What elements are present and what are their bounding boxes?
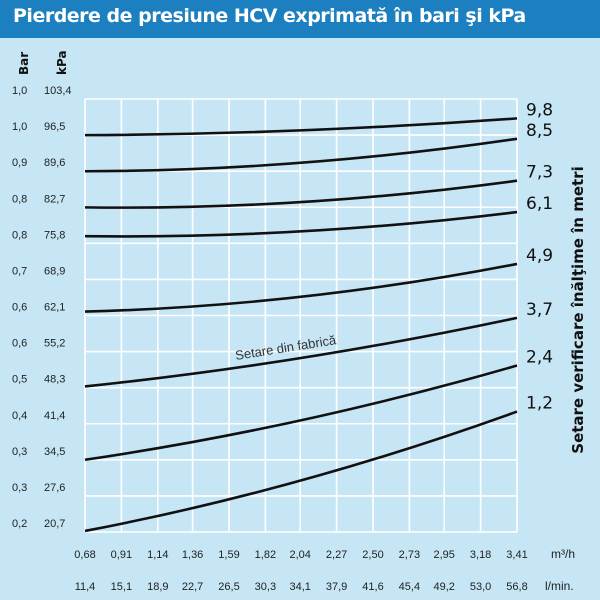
- x-tick-lmin: 53,0: [470, 581, 491, 593]
- y-tick-bar: 0,5: [12, 374, 27, 386]
- curve-label: 4,9: [526, 246, 553, 266]
- curve-label: 6,1: [526, 194, 553, 214]
- curve-7-3: [84, 179, 518, 209]
- right-axis-title: Setare verificare înălţime în metri: [569, 166, 587, 453]
- curve-6-1: [84, 210, 518, 238]
- curve-label: 9,8: [526, 100, 553, 120]
- x-tick-m3h: 2,73: [399, 549, 420, 561]
- y-tick-kpa: 55,2: [44, 338, 65, 350]
- x-tick-m3h: 2,27: [326, 549, 347, 561]
- y-tick-kpa: 27,6: [44, 482, 65, 494]
- curves: [84, 117, 518, 533]
- y-tick-bar: 0,6: [12, 338, 27, 350]
- x-unit-top: m³/h: [551, 547, 575, 561]
- curve-label: 3,7: [526, 300, 553, 320]
- y-unit-kpa: kPa: [55, 50, 69, 75]
- y-tick-bar: 0,8: [12, 229, 27, 241]
- x-tick-m3h: 1,14: [147, 549, 168, 561]
- y-tick-bar: 0,3: [12, 482, 27, 494]
- x-unit-bottom: l/min.: [545, 579, 574, 593]
- curve-9-8: [84, 117, 518, 137]
- x-tick-lmin: 15,1: [111, 581, 132, 593]
- x-tick-m3h: 1,82: [255, 549, 276, 561]
- y-tick-bar: 1,0: [12, 121, 27, 133]
- x-tick-lmin: 34,1: [289, 581, 310, 593]
- x-tick-m3h: 3,18: [470, 549, 491, 561]
- curve-3-7: [84, 316, 518, 388]
- x-tick-lmin: 18,9: [147, 581, 168, 593]
- x-tick-m3h: 1,59: [218, 549, 239, 561]
- y-tick-kpa: 34,5: [44, 446, 65, 458]
- y-tick-kpa: 20,7: [44, 518, 65, 530]
- curve-label: 7,3: [526, 163, 553, 183]
- x-tick-m3h: 2,04: [289, 549, 310, 561]
- chart-title: Pierdere de presiune HCV exprimată în ba…: [13, 5, 526, 27]
- y-tick-bar: 0,6: [12, 302, 27, 314]
- y-tick-kpa: 75,8: [44, 229, 65, 241]
- x-tick-lmin: 49,2: [433, 581, 454, 593]
- y-tick-kpa: 68,9: [44, 265, 65, 277]
- x-tick-lmin: 37,9: [326, 581, 347, 593]
- x-tick-m3h: 3,41: [506, 549, 527, 561]
- y-tick-bar: 0,3: [12, 446, 27, 458]
- curve-label: 1,2: [526, 394, 553, 414]
- x-tick-lmin: 11,4: [75, 581, 96, 593]
- curve-4-9: [84, 262, 518, 313]
- y-tick-bar: 1,0: [12, 85, 27, 97]
- y-tick-labels: 1,0 1,0 0,9 0,8 0,8 0,7 0,6 0,6 0,5 0,4 0,3 0,3 0,2 1…: [12, 85, 72, 530]
- curve-8-5: [84, 137, 518, 173]
- y-tick-kpa: 41,4: [44, 410, 65, 422]
- y-tick-bar: 0,4: [12, 410, 27, 422]
- x-tick-m3h: 1,36: [182, 549, 203, 561]
- curve-label: 8,5: [526, 121, 553, 141]
- title-bar: Pierdere de presiune HCV exprimată în ba…: [0, 0, 600, 38]
- curve-labels: 9,88,5 7,3 6,1 4,9 3,7 2,4 1,2: [526, 100, 553, 413]
- factory-setting-annotation: Setare din fabrică: [234, 332, 338, 363]
- y-tick-bar: 0,2: [12, 518, 27, 530]
- x-tick-m3h: 2,95: [433, 549, 454, 561]
- x-tick-lmin: 41,6: [362, 581, 383, 593]
- curve-label: 2,4: [526, 348, 553, 368]
- y-tick-kpa: 96,5: [44, 121, 65, 133]
- x-tick-m3h: 0,91: [111, 549, 132, 561]
- x-tick-m3h: 0,68: [74, 549, 95, 561]
- y-tick-kpa: 82,7: [44, 193, 65, 205]
- x-tick-lmin: 26,5: [218, 581, 239, 593]
- x-tick-m3h: 2,50: [362, 549, 383, 561]
- y-tick-bar: 0,7: [12, 265, 27, 277]
- y-tick-kpa: 103,4: [44, 85, 72, 97]
- y-tick-bar: 0,9: [12, 157, 27, 169]
- x-tick-lmin: 30,3: [255, 581, 276, 593]
- y-tick-kpa: 62,1: [44, 302, 65, 314]
- y-tick-kpa: 89,6: [44, 157, 65, 169]
- x-tick-labels: 0,68 0,91 1,14 1,36 1,59 1,82 2,04 2,27 2,50 2,73…: [74, 549, 527, 593]
- y-unit-bar: Bar: [17, 52, 31, 75]
- curve-1-2: [84, 410, 518, 533]
- y-tick-bar: 0,8: [12, 193, 27, 205]
- x-tick-lmin: 22,7: [182, 581, 203, 593]
- y-tick-kpa: 48,3: [44, 374, 65, 386]
- curve-2-4: [84, 364, 518, 462]
- x-tick-lmin: 45,4: [399, 581, 420, 593]
- x-tick-lmin: 56,8: [506, 581, 527, 593]
